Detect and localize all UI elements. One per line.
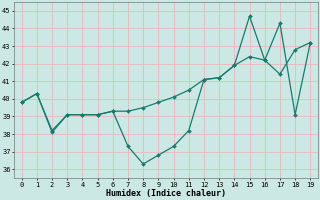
X-axis label: Humidex (Indice chaleur): Humidex (Indice chaleur) <box>106 189 226 198</box>
